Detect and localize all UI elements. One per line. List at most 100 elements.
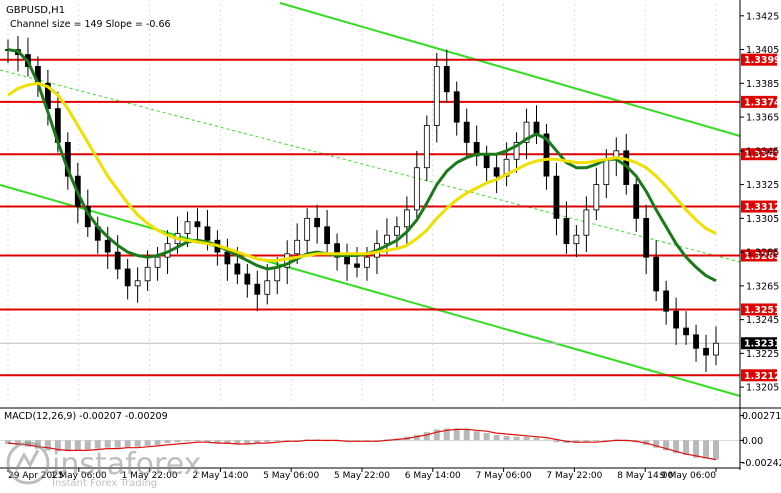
macd-histogram-bar xyxy=(74,440,81,451)
macd-histogram-bar xyxy=(194,440,201,442)
watermark-brand: instaforex xyxy=(52,447,201,482)
price-candle-body xyxy=(483,155,490,169)
price-candle-body xyxy=(264,280,271,295)
current-price-flag xyxy=(741,337,777,350)
y-tick-label: 1.3325 xyxy=(746,180,779,191)
y-tick-label: 1.3305 xyxy=(746,214,779,225)
macd-histogram-bar xyxy=(473,431,480,441)
price-candle-body xyxy=(184,221,191,234)
channel-upper-line xyxy=(279,2,741,137)
macd-signal-line xyxy=(7,428,717,461)
price-series xyxy=(5,36,719,372)
y-tick-label: 1.3245 xyxy=(746,315,779,326)
axes: 1.3425 1.3405 1.3385 1.3365 1.3345 1.3325 1.33… xyxy=(0,0,781,481)
level-label: 1.3374 xyxy=(744,97,781,108)
macd-histogram-bar xyxy=(583,440,590,443)
price-candle-body xyxy=(663,290,670,312)
level-label: 1.3212 xyxy=(744,371,781,382)
macd-histogram-bar xyxy=(174,440,181,443)
macd-histogram-bar xyxy=(413,434,420,441)
price-candle-body xyxy=(394,226,400,236)
macd-histogram-bar xyxy=(693,440,700,458)
price-candle-body xyxy=(194,221,201,228)
macd-histogram-bar xyxy=(94,440,101,449)
level-label: 1.3251 xyxy=(744,305,781,316)
price-candle-body xyxy=(713,342,719,356)
macd-histogram-bar xyxy=(44,440,51,451)
y-tick-label: 1.3345 xyxy=(746,146,779,157)
level-flag xyxy=(741,369,777,382)
watermark-tagline: Instant Forex Trading xyxy=(52,478,157,489)
macd-histogram-bar xyxy=(463,429,470,441)
macd-histogram-bar xyxy=(234,440,241,445)
macd-histogram-bar xyxy=(204,440,211,443)
macd-histogram-bar xyxy=(443,428,450,441)
x-tick-label: 6 May 14:00 xyxy=(405,471,461,481)
macd-histogram-bar xyxy=(523,436,530,441)
price-candle-body xyxy=(144,266,151,282)
y-tick-label: 1.3205 xyxy=(746,383,779,394)
price-candle-body xyxy=(583,209,590,236)
level-flag xyxy=(741,95,777,108)
channel-info: Channel size = 149 Slope = -0.66 xyxy=(10,19,171,30)
macd-histogram-bar xyxy=(214,440,221,444)
x-tick-label: 7 May 22:00 xyxy=(546,471,602,481)
price-candle-body xyxy=(683,327,689,336)
level-label: 1.3283 xyxy=(744,251,781,262)
price-candle-body xyxy=(134,280,141,287)
price-candle-body xyxy=(593,184,600,211)
macd-histogram-bar xyxy=(493,434,500,441)
price-candle-body xyxy=(633,184,640,219)
price-candle-body xyxy=(384,234,390,245)
macd-histogram-bar xyxy=(553,440,560,443)
price-candle-body xyxy=(234,263,241,275)
macd-histogram-bar xyxy=(264,440,271,443)
macd-histogram-bar xyxy=(5,440,11,445)
price-candle-body xyxy=(473,141,480,157)
macd-label: MACD(12,26,9) -0.00207 -0.00209 xyxy=(4,411,168,422)
macd-histogram-bar xyxy=(14,440,21,445)
price-candle-body xyxy=(154,256,161,268)
price-candle-body xyxy=(274,266,281,282)
x-tick-label: 5 May 06:00 xyxy=(263,471,319,481)
macd-histogram-bar xyxy=(84,440,91,450)
price-candle-body xyxy=(703,347,709,356)
x-tick-label: 7 May 06:00 xyxy=(476,471,532,481)
macd-histogram-bar xyxy=(703,440,710,459)
y-tick-label: 1.3265 xyxy=(746,281,779,292)
price-candle-body xyxy=(643,217,650,258)
instaforex-logo-icon xyxy=(6,441,50,485)
y-tick-label: 1.3365 xyxy=(746,113,779,124)
level-lines: 1.33991.33741.33431.33121.32831.32511.32… xyxy=(0,53,781,382)
price-candle-body xyxy=(224,251,231,265)
level-label: 1.3312 xyxy=(744,202,781,213)
macd-histogram-bar xyxy=(54,440,61,452)
current-price-label: 1.3231 xyxy=(744,339,781,350)
macd-histogram-bar xyxy=(184,440,191,442)
macd-y-tick-label: 0.00 xyxy=(742,436,763,447)
macd-histogram-bar xyxy=(244,440,251,445)
level-label: 1.3343 xyxy=(744,150,781,161)
price-candle-body xyxy=(553,175,560,219)
price-candle-body xyxy=(254,283,261,295)
x-tick-label: 5 May 22:00 xyxy=(334,471,390,481)
price-candle-body xyxy=(563,217,570,245)
symbol-label: GBPUSD,H1 xyxy=(6,5,65,16)
macd-histogram-bar xyxy=(423,432,430,441)
price-candle-body xyxy=(124,268,131,287)
price-candle-body xyxy=(294,239,301,255)
level-flag xyxy=(741,249,777,262)
y-tick-label: 1.3285 xyxy=(746,248,779,259)
price-candle-body xyxy=(653,256,660,292)
ma-slow-line xyxy=(7,81,717,262)
price-candle-body xyxy=(573,234,580,245)
macd-histogram-bar xyxy=(104,440,111,448)
macd-histogram-bar xyxy=(124,440,131,448)
macd-panel xyxy=(0,428,740,461)
y-tick-label: 1.3385 xyxy=(746,79,779,90)
level-label: 1.3399 xyxy=(744,55,781,66)
price-candle-body xyxy=(533,121,540,135)
macd-histogram-bar xyxy=(453,428,460,441)
